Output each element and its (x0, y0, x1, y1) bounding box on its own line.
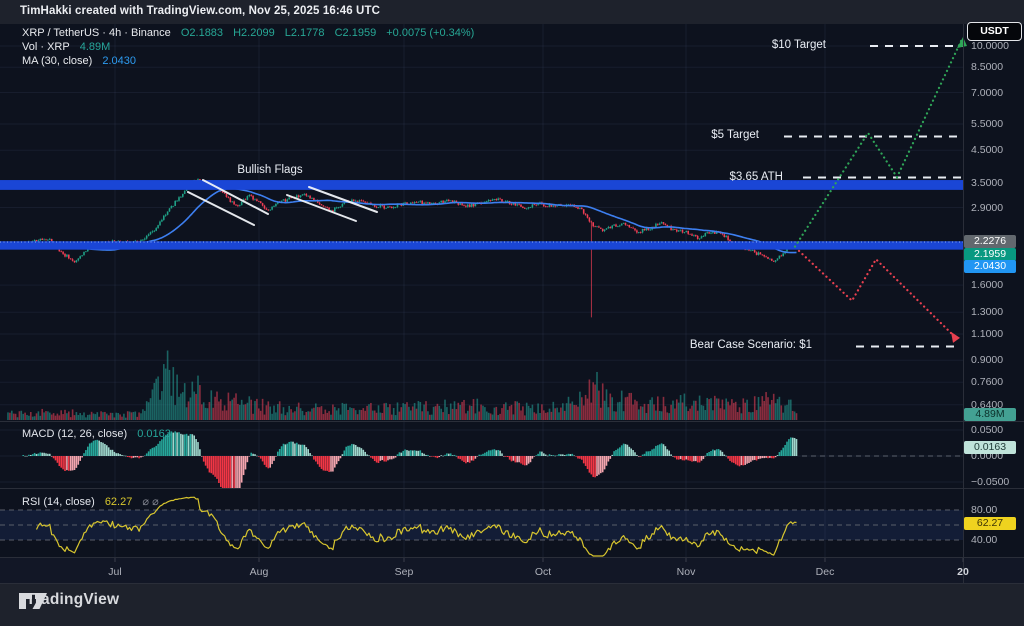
rsi-title: RSI (14, close) (22, 496, 95, 508)
price-tick-label: 1.6000 (971, 279, 1004, 292)
price-badge: 2.0430 (964, 260, 1016, 274)
volume-value: 4.89M (79, 41, 111, 53)
macd-tick-label: −0.0500 (971, 476, 1010, 488)
bear-case-label[interactable]: Bear Case Scenario: $1 (689, 339, 812, 352)
rsi-tick-label: 40.00 (971, 534, 998, 546)
price-tick-label: 0.9000 (971, 354, 1004, 367)
tradingview-logo-icon (19, 593, 47, 609)
attribution-text: TimHakki created with TradingView.com, N… (20, 5, 380, 17)
time-tick-label: 20 (957, 566, 969, 578)
price-badge: 2.2276 (964, 235, 1016, 249)
macd-tick-label: 0.0000 (971, 450, 1004, 462)
ohlc-close: C2.1959 (334, 27, 377, 39)
price-tick-label: 4.5000 (971, 144, 1004, 157)
price-tick-label: 3.5000 (971, 177, 1004, 189)
rsi-value: 62.27 (104, 496, 133, 508)
time-axis[interactable] (0, 558, 1024, 584)
symbol-legend-row[interactable]: XRP / TetherUS · 4h · Binance O2.1883 H2… (22, 27, 481, 39)
ohlc-low: L2.1778 (284, 27, 325, 39)
price-tick-label: 8.5000 (971, 61, 1004, 74)
macd-legend-row[interactable]: MACD (12, 26, close) 0.0163 (22, 428, 178, 440)
target-5-label[interactable]: $5 Target (711, 129, 759, 142)
price-axis[interactable] (963, 24, 1024, 584)
time-tick-label: Oct (534, 566, 552, 578)
price-tick-label: 7.0000 (971, 86, 1004, 99)
price-tick-label: 5.5000 (971, 118, 1004, 131)
price-tick-label: 1.3000 (971, 306, 1004, 319)
price-tick-label: 10.0000 (971, 39, 1009, 52)
ohlc-open: O2.1883 (180, 27, 224, 39)
currency-toggle-button[interactable]: USDT (967, 22, 1022, 41)
ma-label: MA (30, close) (22, 55, 93, 67)
attribution-bar: TimHakki created with TradingView.com, N… (0, 0, 1024, 24)
symbol-title: XRP / TetherUS · 4h · Binance (22, 27, 171, 39)
volume-label: Vol · XRP (22, 41, 70, 53)
macd-title: MACD (12, 26, close) (22, 428, 128, 440)
time-tick-label: Jul (108, 566, 122, 578)
bullish-flags-annotation[interactable]: Bullish Flags (237, 164, 303, 176)
price-badge: 2.1959 (964, 247, 1016, 261)
macd-value: 0.0163 (137, 428, 171, 440)
volume-value-badge: 4.89M (964, 407, 1016, 421)
macd-value-badge: 0.0163 (964, 441, 1016, 455)
price-tick-label: 0.6400 (971, 398, 1004, 411)
price-tick-label: 1.1000 (971, 328, 1004, 341)
footer-bar (0, 584, 1024, 626)
time-tick-label: Aug (249, 566, 269, 578)
target-10-label[interactable]: $10 Target (771, 38, 826, 51)
price-tick-label: 2.9000 (971, 201, 1004, 214)
volume-legend-row[interactable]: Vol · XRP 4.89M (22, 41, 117, 53)
rsi-legend-row[interactable]: RSI (14, close) 62.27 ⌀ ⌀ (22, 495, 166, 508)
price-change: +0.0075 (+0.34%) (386, 27, 475, 39)
tradingview-logo-text: TradingView (26, 591, 120, 608)
price-tick-label: 0.7600 (971, 376, 1004, 389)
rsi-value-badge: 62.27 (964, 516, 1016, 530)
ma-legend-row[interactable]: MA (30, close) 2.0430 (22, 55, 143, 67)
time-tick-label: Dec (815, 566, 835, 578)
tradingview-logo[interactable]: TradingView (18, 591, 119, 609)
rsi-extra-icons: ⌀ ⌀ (142, 496, 159, 508)
ohlc-high: H2.2099 (233, 27, 275, 39)
rsi-tick-label: 80.00 (971, 504, 998, 516)
ma-value: 2.0430 (102, 55, 137, 67)
chart-canvas[interactable] (0, 24, 1024, 584)
time-tick-label: Nov (676, 566, 696, 578)
macd-tick-label: 0.0500 (971, 424, 1004, 436)
ath-365-label[interactable]: $3.65 ATH (729, 170, 784, 183)
time-tick-label: Sep (394, 566, 414, 578)
